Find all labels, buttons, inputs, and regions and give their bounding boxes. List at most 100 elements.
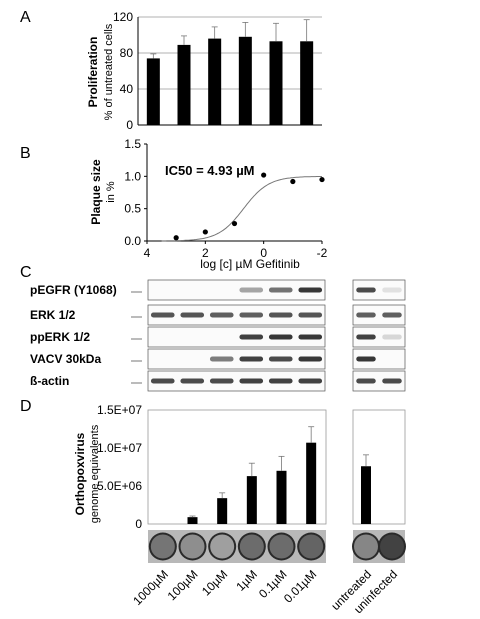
bar [146,58,160,125]
blot-band [356,356,376,362]
blot-band [150,378,175,384]
blot-strip [147,326,326,348]
blot-band [298,287,323,293]
blot-strip [147,348,326,370]
blot-band [382,334,402,340]
blot-strip-controls [352,279,406,301]
plot-frame [147,409,327,525]
plaque-well-strip [148,530,326,563]
blot-band [356,334,376,340]
blot-band [209,356,234,362]
blot-band [209,312,234,318]
panel-a-proliferation-chart: Proliferation % of untreated cells 0 40 80… [86,10,322,132]
blot-band [239,378,264,384]
blot-row-label: ppERK 1/2 [30,330,90,344]
blot-band [382,312,402,318]
panel-a-ylabel2: % of untreated cells [103,23,115,120]
data-point [173,235,179,241]
y-tick-label: 1.5 [124,137,141,151]
data-point [319,176,325,183]
plaque-well [269,534,294,559]
plot-frame-controls [352,409,406,525]
plaque-well [210,534,235,559]
blot-strip-controls [352,348,406,370]
bar [361,466,371,524]
bar [276,470,287,524]
blot-strip [147,304,326,326]
panel-d-ylabel: Orthopoxvirus [73,432,87,515]
panel-d-viral-genome-chart: Orthopoxvirus genome equivalents 0 5.0E+0… [73,403,406,616]
bar [300,41,314,125]
fit-curve [161,176,322,242]
blot-strip [147,279,326,301]
blot-band [298,312,323,318]
panel-letter-c: C [20,264,32,281]
x-tick-label: 100µM [165,567,201,603]
blot-band [180,312,205,318]
blot-strip-controls [352,326,406,348]
panel-b-dose-response-chart: Plaque size in % log [c] µM Gefitinib IC… [89,137,328,271]
blot-band [356,378,376,384]
plaque-well [380,534,404,559]
y-tick-label: 0.5 [124,202,141,216]
blot-strip-controls [352,370,406,392]
blot-band [239,287,264,293]
bar [246,476,257,524]
blot-band [298,334,323,340]
panel-a-ylabel: Proliferation [86,37,100,108]
plaque-well [299,534,324,559]
blot-band [209,378,234,384]
blot-band [356,312,376,318]
y-tick-label: 0 [135,517,142,531]
panel-letter-b: B [20,145,31,162]
y-tick-label: 0 [126,118,133,132]
blot-band [180,378,205,384]
bar [208,38,222,125]
panel-b-ylabel: Plaque size [89,159,103,225]
x-tick-label: 0.01µM [281,567,319,605]
blot-band [298,378,323,384]
blot-band [356,287,376,293]
blot-row-label: ERK 1/2 [30,308,76,322]
x-tick-label: 0 [260,246,267,260]
ic50-annotation: IC50 = 4.93 µM [165,163,255,178]
blot-band [239,356,264,362]
bar [187,517,198,524]
x-tick-label: 1000µM [130,567,171,608]
data-point [202,229,208,235]
y-tick-label: 1.5E+07 [97,403,142,417]
data-point [261,172,267,178]
y-tick-label: 0.0 [124,234,141,248]
x-tick-label: 10µM [199,567,230,598]
panel-b-ylabel2: in % [105,181,117,203]
plaque-well [354,534,378,559]
bar [177,44,191,125]
y-tick-label: 5.0E+06 [97,479,142,493]
y-tick-label: 1.0E+07 [97,441,142,455]
blot-band [268,312,293,318]
panel-d-ylabel2: genome equivalents [89,424,101,523]
blot-row-label: ß-actin [30,374,69,388]
x-tick-label: -2 [317,246,328,260]
y-tick-label: 1.0 [124,169,141,183]
blot-band [268,356,293,362]
blot-strip-controls [352,304,406,326]
bar [217,498,228,524]
plaque-well [239,534,264,559]
blot-row-label: VACV 30kDa [30,352,101,366]
blot-band [382,378,402,384]
blot-band [268,378,293,384]
panel-b-xlabel: log [c] µM Gefitinib [200,257,300,271]
y-tick-label: 40 [120,82,134,96]
bar [269,41,283,125]
blot-band [382,287,402,293]
blot-band [298,356,323,362]
panel-letter-a: A [20,9,31,26]
blot-strip [147,370,326,392]
y-tick-label: 120 [113,10,133,24]
data-point [231,220,238,227]
blot-band [239,334,264,340]
plaque-well [150,534,175,559]
x-tick-label: 4 [144,246,151,260]
